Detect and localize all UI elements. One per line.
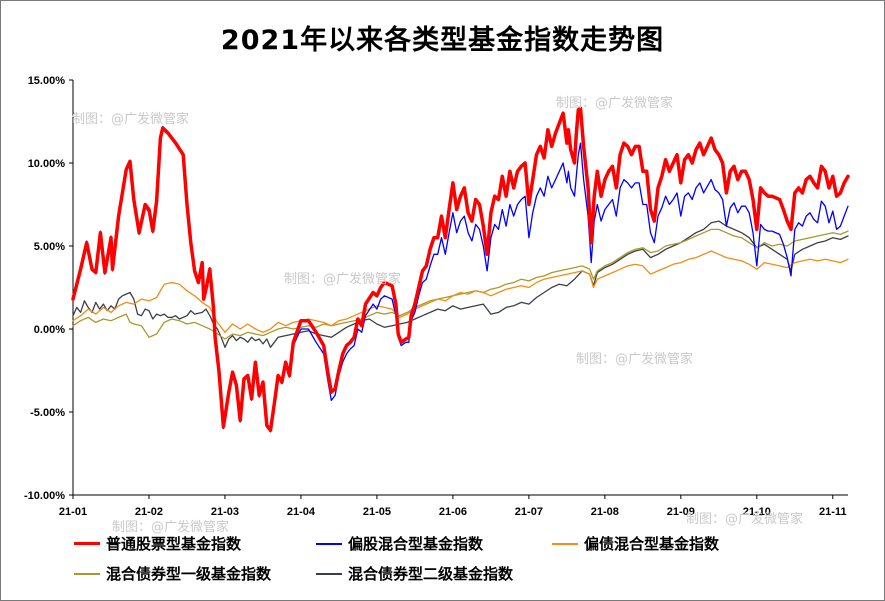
series-line-2 (72, 250, 849, 333)
legend-label: 普通股票型基金指数 (106, 535, 242, 553)
legend-swatch (552, 542, 578, 545)
y-tick-label: 10.00% (28, 158, 66, 170)
watermark: 制图：@广发微管家 (576, 352, 694, 367)
x-tick-label: 21-02 (135, 506, 163, 518)
x-tick-label: 21-04 (287, 506, 316, 518)
legend-swatch (74, 572, 100, 575)
x-tick-label: 21-05 (363, 506, 391, 518)
legend-item: 偏股混合型基金指数 (316, 533, 483, 554)
legend-label: 混合债券型二级基金指数 (348, 565, 514, 583)
series-line-0 (71, 106, 850, 433)
watermark: 制图：@广发微管家 (556, 96, 674, 111)
x-tick-label: 21-08 (591, 506, 619, 518)
legend-label: 混合债券型一级基金指数 (106, 565, 272, 583)
y-tick-label: 15.00% (28, 75, 66, 87)
y-tick-label: 0.00% (34, 324, 65, 336)
legend-item: 偏债混合型基金指数 (552, 533, 719, 554)
y-tick-label: -5.00% (30, 407, 65, 419)
chart-title: 2021年以来各类型基金指数走势图 (220, 25, 665, 56)
x-tick-label: 21-03 (211, 506, 239, 518)
y-tick-label: 5.00% (34, 241, 65, 253)
watermark: 制图：@广发微管家 (686, 512, 804, 527)
series-line-4 (72, 220, 849, 348)
legend-item: 混合债券型一级基金指数 (74, 563, 271, 584)
watermark: 制图：@广发微管家 (72, 112, 190, 127)
legend-item: 普通股票型基金指数 (74, 533, 241, 554)
legend-swatch (316, 572, 342, 575)
y-tick-label: -10.00% (24, 490, 65, 502)
x-tick-label: 21-01 (59, 506, 87, 518)
x-tick-label: 21-11 (819, 506, 847, 518)
x-tick-label: 21-10 (743, 506, 771, 518)
watermark: 制图：@广发微管家 (112, 520, 230, 535)
watermark: 制图：@广发微管家 (284, 272, 402, 287)
axes: 15.00% 10.00% 5.00% 0.00% -5.00% -10.00% 21-01… (24, 75, 848, 518)
x-tick-label: 21-09 (667, 506, 695, 518)
x-tick-label: 21-06 (439, 506, 467, 518)
x-tick-label: 21-07 (515, 506, 543, 518)
legend-swatch (316, 542, 342, 545)
legend-label: 偏债混合型基金指数 (584, 535, 720, 553)
series-layer (71, 106, 850, 433)
legend-label: 偏股混合型基金指数 (348, 535, 484, 553)
legend-item: 混合债券型二级基金指数 (316, 563, 513, 584)
legend-swatch (74, 541, 100, 546)
series-line-3 (72, 228, 849, 340)
